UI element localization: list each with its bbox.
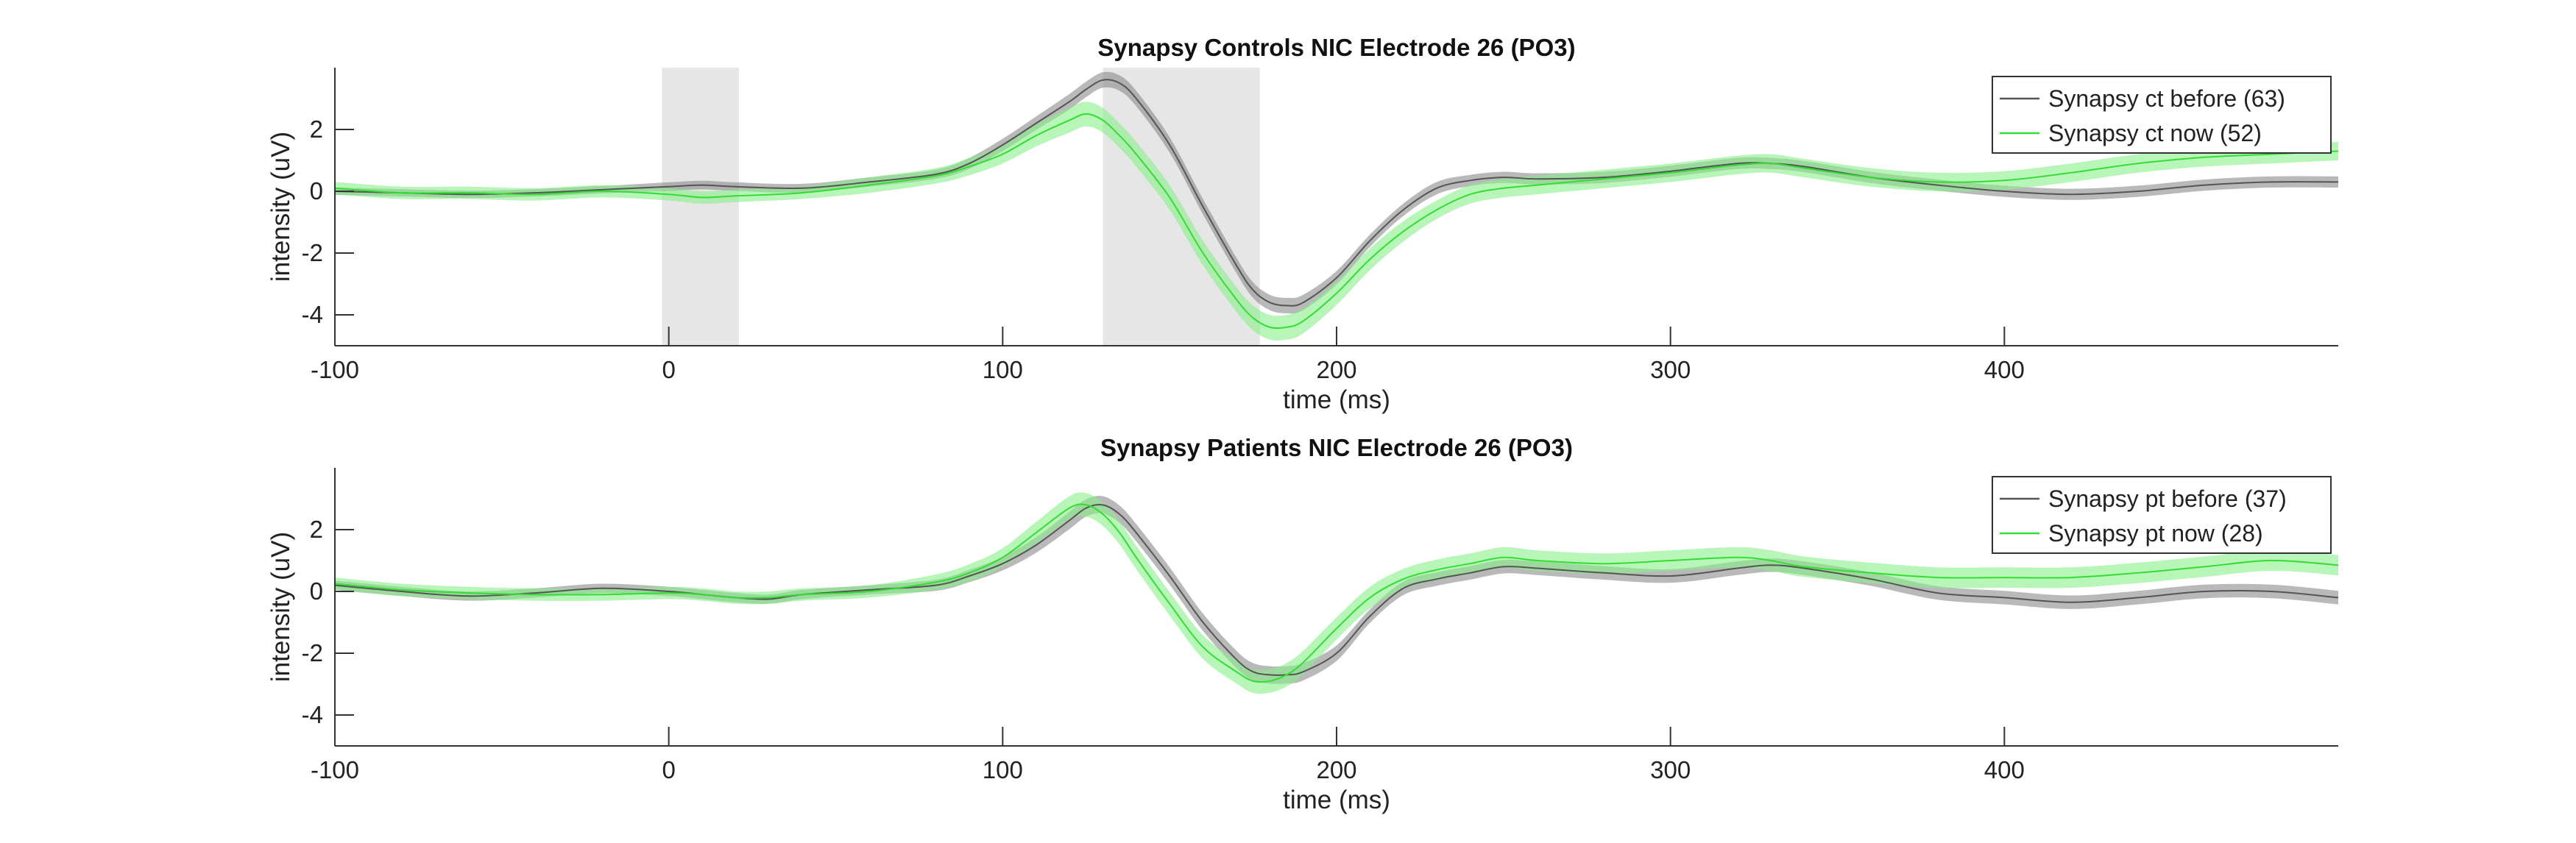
patients-erp-panel: -100 0 100 200 300 400 -4 -2 0 2 Synapsy Patients …	[266, 434, 2339, 814]
legend-entry-0: Synapsy ct before (63)	[2048, 85, 2285, 112]
controls-erp-panel: -100 0 100 200 300 400 -4 -2 0 2 Synapsy Controls …	[266, 34, 2339, 414]
y-axis-label: intensity (uV)	[266, 132, 295, 282]
y-tick-label: 0	[310, 177, 323, 204]
series-1-error-band	[335, 492, 2338, 694]
y-tick-label: -2	[302, 639, 323, 666]
x-tick-label: 100	[983, 756, 1023, 783]
legend-entry-1: Synapsy ct now (52)	[2048, 120, 2262, 146]
legend-entry-1: Synapsy pt now (28)	[2048, 520, 2263, 547]
x-tick-label: 200	[1316, 356, 1356, 383]
x-axis-label: time (ms)	[1283, 786, 1390, 814]
x-tick-label: 300	[1650, 756, 1691, 783]
x-tick-label: 400	[1984, 356, 2025, 383]
legend-box	[1992, 76, 2332, 154]
y-tick-label: -4	[302, 301, 323, 328]
x-tick-label: -100	[311, 356, 359, 383]
y-tick-label: -2	[302, 239, 323, 266]
x-tick-label: 0	[662, 756, 675, 783]
y-tick-label: 2	[310, 516, 323, 543]
y-tick-label: -4	[302, 701, 323, 728]
series-1-line	[334, 113, 2339, 330]
y-axis-label: intensity (uV)	[266, 532, 295, 682]
x-tick-label: 400	[1984, 756, 2025, 783]
legend-entry-0: Synapsy pt before (37)	[2048, 485, 2287, 512]
y-tick-label: 0	[310, 577, 323, 605]
x-tick-label: 0	[662, 356, 675, 383]
x-tick-label: 300	[1650, 356, 1691, 383]
shaded-window-0	[662, 68, 739, 346]
x-axis-label: time (ms)	[1283, 385, 1390, 414]
series-1-line	[334, 503, 2339, 683]
series-0-error-band	[335, 496, 2338, 684]
chart-title: Synapsy Patients NIC Electrode 26 (PO3)	[1100, 434, 1573, 461]
chart-title: Synapsy Controls NIC Electrode 26 (PO3)	[1097, 34, 1575, 61]
x-tick-label: 100	[983, 356, 1023, 383]
legend-box	[1992, 476, 2332, 554]
x-tick-label: 200	[1316, 756, 1356, 783]
x-tick-label: -100	[311, 756, 359, 783]
y-tick-label: 2	[310, 115, 323, 143]
